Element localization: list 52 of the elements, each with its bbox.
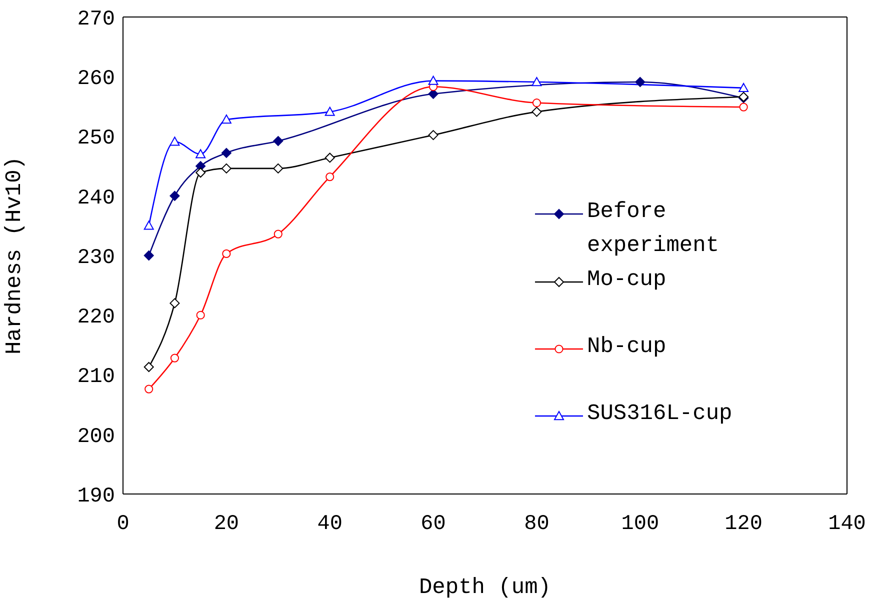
point — [428, 130, 438, 140]
x-tick-label: 100 — [621, 512, 660, 536]
x-tick-label: 140 — [828, 512, 866, 536]
x-tick-label: 120 — [724, 512, 762, 536]
point — [428, 76, 438, 85]
point — [196, 168, 206, 178]
point — [273, 136, 284, 146]
y-tick-label: 220 — [77, 306, 115, 330]
point — [532, 76, 542, 86]
point — [221, 114, 232, 124]
point — [635, 76, 646, 87]
point — [196, 149, 206, 158]
x-tick-label: 20 — [214, 512, 240, 536]
y-tick-label: 270 — [77, 8, 115, 32]
point — [170, 190, 180, 201]
point — [170, 298, 180, 308]
legend-label: Nb-cup — [587, 333, 668, 361]
point — [532, 98, 542, 108]
y-tick-label: 210 — [77, 366, 115, 390]
point — [221, 148, 232, 158]
point — [222, 249, 231, 258]
y-tick-label: 260 — [77, 68, 115, 92]
point — [739, 102, 748, 112]
point — [274, 230, 282, 238]
point — [221, 163, 232, 174]
x-tick-label: 0 — [116, 512, 130, 536]
point — [144, 250, 154, 260]
point — [144, 220, 154, 230]
point — [326, 172, 334, 182]
y-tick-label: 230 — [77, 246, 115, 270]
y-tick-label: 240 — [77, 187, 115, 210]
point — [532, 106, 542, 117]
point — [170, 136, 180, 146]
legend-label: Before experiment — [587, 198, 720, 260]
x-tick-label: 60 — [420, 512, 446, 536]
y-tick-label: 250 — [77, 128, 115, 151]
y-axis-title: Hardness (Hv10) — [2, 156, 27, 355]
legend-label: SUS316L-cup — [587, 400, 734, 428]
point — [273, 163, 284, 174]
point — [324, 106, 335, 116]
point — [144, 362, 154, 372]
legend-label: Mo-cup — [587, 266, 668, 294]
point — [324, 152, 335, 163]
x-axis-title: Depth (um) — [418, 575, 552, 600]
y-tick-label: 190 — [77, 485, 115, 508]
y-tick-label: 200 — [77, 426, 115, 449]
point — [144, 384, 154, 394]
point — [170, 354, 180, 362]
x-tick-label: 80 — [524, 512, 550, 536]
point — [738, 82, 749, 92]
x-tick-label: 40 — [317, 512, 342, 536]
point — [196, 310, 205, 320]
